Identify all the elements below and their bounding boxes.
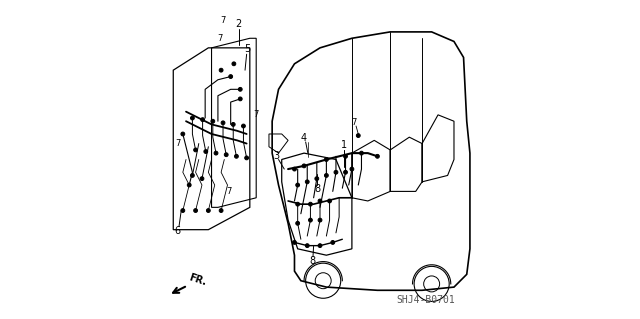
Text: 2: 2 <box>236 19 242 29</box>
Circle shape <box>181 132 185 136</box>
Circle shape <box>201 118 205 122</box>
Text: 7: 7 <box>217 34 222 43</box>
Circle shape <box>244 156 248 160</box>
Circle shape <box>200 177 204 181</box>
Circle shape <box>194 148 198 152</box>
Circle shape <box>318 244 322 248</box>
Circle shape <box>296 221 300 225</box>
Circle shape <box>191 116 195 120</box>
Circle shape <box>308 202 312 206</box>
Text: 5: 5 <box>244 44 250 55</box>
Circle shape <box>344 154 348 158</box>
Circle shape <box>232 62 236 66</box>
Circle shape <box>360 151 364 155</box>
Circle shape <box>191 174 195 177</box>
Circle shape <box>181 209 185 212</box>
Circle shape <box>228 75 232 78</box>
Circle shape <box>344 170 348 174</box>
Circle shape <box>241 124 245 128</box>
Circle shape <box>308 218 312 222</box>
Circle shape <box>231 122 235 126</box>
Circle shape <box>194 209 198 212</box>
Circle shape <box>318 199 322 203</box>
Circle shape <box>219 68 223 72</box>
Circle shape <box>207 209 211 212</box>
Circle shape <box>328 199 332 203</box>
Circle shape <box>324 174 328 177</box>
Circle shape <box>211 119 215 123</box>
Circle shape <box>224 153 228 157</box>
Text: 8: 8 <box>314 184 321 194</box>
Circle shape <box>188 183 191 187</box>
Text: 7: 7 <box>175 139 180 148</box>
Circle shape <box>334 170 338 174</box>
Text: 8: 8 <box>309 256 315 266</box>
Text: FR.: FR. <box>188 272 208 287</box>
Circle shape <box>356 134 360 137</box>
Circle shape <box>292 241 296 244</box>
Text: 4: 4 <box>301 133 307 143</box>
Text: 3: 3 <box>273 151 279 161</box>
Text: 7: 7 <box>253 110 259 119</box>
Text: 7: 7 <box>227 187 232 196</box>
Circle shape <box>204 150 208 153</box>
Circle shape <box>221 121 225 125</box>
Circle shape <box>292 167 296 171</box>
Circle shape <box>305 244 309 248</box>
Circle shape <box>305 180 309 184</box>
Text: 7: 7 <box>352 118 357 127</box>
Circle shape <box>331 241 335 244</box>
Text: SHJ4-B0701: SHJ4-B0701 <box>396 295 454 305</box>
Circle shape <box>350 167 354 171</box>
Circle shape <box>238 87 242 91</box>
Circle shape <box>214 151 218 155</box>
Text: 1: 1 <box>341 140 347 150</box>
Circle shape <box>324 158 328 161</box>
Circle shape <box>296 202 300 206</box>
Circle shape <box>315 177 319 181</box>
Circle shape <box>318 218 322 222</box>
Circle shape <box>376 154 380 158</box>
Circle shape <box>219 209 223 212</box>
Text: 7: 7 <box>220 16 225 25</box>
Circle shape <box>302 164 306 168</box>
Circle shape <box>296 183 300 187</box>
Circle shape <box>234 154 238 158</box>
Text: 6: 6 <box>174 226 180 236</box>
Circle shape <box>238 97 242 101</box>
